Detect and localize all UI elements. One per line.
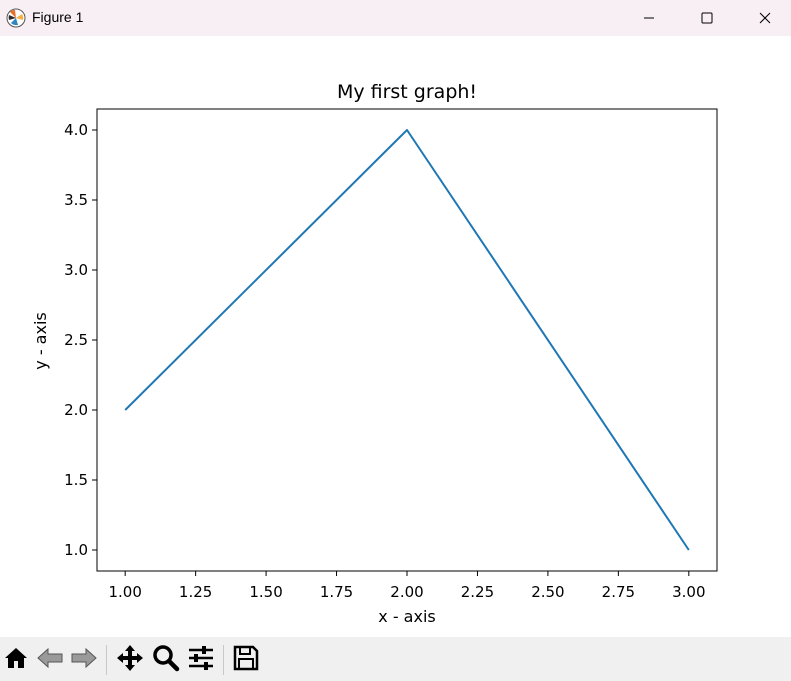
- toolbar-separator: [106, 645, 107, 675]
- matplotlib-logo-icon: [6, 8, 26, 28]
- navigation-toolbar: [0, 637, 791, 681]
- chart-title: My first graph!: [337, 81, 477, 103]
- y-tick-label: 3.5: [64, 191, 88, 209]
- home-button[interactable]: [1, 645, 31, 675]
- y-tick-label: 2.0: [64, 401, 88, 419]
- x-tick-label: 2.25: [461, 583, 494, 601]
- close-button[interactable]: [736, 0, 791, 36]
- y-tick-label: 4.0: [64, 121, 88, 139]
- x-tick-label: 1.25: [179, 583, 212, 601]
- x-tick-label: 1.50: [249, 583, 282, 601]
- x-tick-label: 2.00: [390, 583, 423, 601]
- figure-canvas[interactable]: My first graph! 1.00 1.25 1.50 1.75 2.00 2.25…: [0, 36, 791, 637]
- minimize-button[interactable]: [620, 0, 678, 36]
- maximize-button[interactable]: [678, 0, 736, 36]
- y-tick-label: 3.0: [64, 261, 88, 279]
- back-button[interactable]: [35, 645, 65, 675]
- move-icon: [116, 644, 144, 676]
- zoom-button[interactable]: [151, 645, 181, 675]
- sliders-icon: [187, 644, 215, 676]
- y-tick-label: 2.5: [64, 331, 88, 349]
- forward-button[interactable]: [69, 645, 99, 675]
- back-arrow-icon: [36, 646, 64, 674]
- y-axis-label: y - axis: [31, 312, 50, 369]
- toolbar-separator: [223, 645, 224, 675]
- configure-subplots-button[interactable]: [186, 645, 216, 675]
- pan-button[interactable]: [115, 645, 145, 675]
- series-line: [124, 129, 690, 551]
- home-icon: [3, 645, 29, 675]
- x-tick-label: 1.75: [320, 583, 353, 601]
- minimize-icon: [643, 9, 655, 28]
- x-axis-label: x - axis: [378, 607, 435, 626]
- axes-frame: [96, 108, 718, 572]
- x-tick-label: 1.00: [108, 583, 141, 601]
- title-bar[interactable]: Figure 1: [0, 0, 791, 36]
- save-button[interactable]: [231, 645, 261, 675]
- x-tick-label: 3.00: [672, 583, 705, 601]
- y-tick-label: 1.5: [64, 471, 88, 489]
- window-title: Figure 1: [32, 9, 84, 25]
- close-icon: [759, 9, 771, 28]
- zoom-icon: [152, 644, 180, 676]
- save-icon: [232, 644, 260, 676]
- chart: My first graph! 1.00 1.25 1.50 1.75 2.00 2.25…: [31, 81, 718, 626]
- maximize-icon: [701, 9, 713, 28]
- y-tick-label: 1.0: [64, 541, 88, 559]
- x-tick-label: 2.50: [531, 583, 564, 601]
- x-tick-label: 2.75: [602, 583, 635, 601]
- forward-arrow-icon: [70, 646, 98, 674]
